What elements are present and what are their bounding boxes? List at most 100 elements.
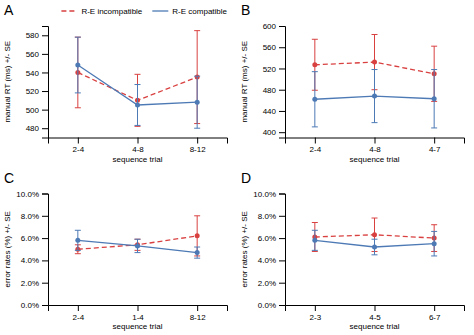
point bbox=[312, 62, 317, 67]
error-bar bbox=[75, 37, 81, 108]
y-axis-line bbox=[279, 27, 286, 139]
legend-swatch bbox=[61, 10, 77, 11]
y-axis-line bbox=[42, 27, 49, 139]
y-tick: 500 bbox=[26, 106, 48, 115]
error-bar bbox=[194, 247, 200, 258]
marks bbox=[75, 216, 200, 258]
x-tick-label: 8-12 bbox=[190, 145, 207, 154]
x-axis-line bbox=[286, 138, 465, 144]
y-tick-label: 4.0% bbox=[21, 256, 39, 265]
y-tick: 560 bbox=[263, 43, 285, 52]
y-tick: 8.0% bbox=[258, 212, 285, 221]
error-bar bbox=[135, 239, 141, 252]
x-tick-label: 2-3 bbox=[310, 313, 322, 322]
y-tick-mark bbox=[279, 90, 285, 91]
plot-area: 0.0%2.0%4.0%6.0%8.0%10.0%2-34-56-7sequen… bbox=[240, 190, 465, 331]
y-tick-label: 0.0% bbox=[21, 301, 39, 310]
point bbox=[372, 60, 377, 65]
y-axis-line bbox=[279, 194, 286, 306]
y-tick-mark bbox=[279, 260, 285, 261]
y-tick-label: 560 bbox=[26, 50, 40, 59]
error-bar bbox=[431, 231, 437, 256]
x-tick: 4-8 bbox=[369, 138, 381, 155]
x-tick: 2-4 bbox=[73, 305, 85, 322]
y-axis-title: error rates (%) +/- SE bbox=[240, 211, 249, 287]
y-tick: 0.0% bbox=[258, 301, 285, 310]
panel-label: B bbox=[241, 2, 250, 18]
y-tick-mark bbox=[279, 111, 285, 112]
x-tick-mark bbox=[138, 138, 139, 144]
y-tick-label: 580 bbox=[26, 31, 40, 40]
y-tick-mark bbox=[42, 238, 48, 239]
y-tick: 540 bbox=[26, 69, 48, 78]
y-tick: 6.0% bbox=[21, 234, 48, 243]
x-tick-mark bbox=[375, 138, 376, 144]
panel: 0.0%2.0%4.0%6.0%8.0%10.0%2-41-48-12seque… bbox=[3, 170, 228, 332]
y-tick: 4.0% bbox=[258, 256, 285, 265]
point bbox=[135, 243, 140, 248]
x-axis: 2-4 4-8 8-12 bbox=[49, 138, 228, 155]
point bbox=[372, 245, 377, 250]
x-tick-mark bbox=[315, 305, 316, 311]
error-bar bbox=[135, 74, 141, 126]
y-tick-mark bbox=[42, 305, 48, 306]
panel-label: A bbox=[4, 2, 14, 18]
x-tick: 2-4 bbox=[310, 138, 322, 155]
x-tick-label: 4-7 bbox=[429, 145, 441, 154]
y-tick-mark bbox=[42, 216, 48, 217]
legend: R-E incompatible R-E compatible bbox=[61, 7, 227, 16]
y-tick-label: 500 bbox=[26, 106, 40, 115]
marks bbox=[75, 31, 200, 129]
x-tick-label: 2-4 bbox=[310, 145, 322, 154]
y-tick-label: 480 bbox=[26, 124, 40, 133]
point bbox=[432, 96, 437, 101]
point bbox=[195, 250, 200, 255]
point bbox=[135, 102, 140, 107]
figure: 480 500 520 540 560 580 2-4 4-8 8-12 sequence tri… bbox=[0, 0, 474, 335]
legend-swatch bbox=[152, 10, 168, 11]
x-tick-mark bbox=[197, 305, 198, 311]
y-tick-label: 540 bbox=[26, 69, 40, 78]
x-tick-label: 1-4 bbox=[132, 313, 144, 322]
y-tick-label: 520 bbox=[26, 87, 40, 96]
y-tick-label: 4.0% bbox=[258, 256, 276, 265]
plot-area: 0.0%2.0%4.0%6.0%8.0%10.0%2-41-48-12seque… bbox=[3, 190, 228, 331]
y-tick: 600 bbox=[263, 22, 285, 31]
point bbox=[312, 97, 317, 102]
y-tick-label: 480 bbox=[263, 86, 277, 95]
error-bar bbox=[312, 222, 318, 251]
x-tick-label: 6-7 bbox=[429, 313, 441, 322]
x-tick: 2-4 bbox=[73, 138, 85, 155]
x-axis-line bbox=[49, 306, 228, 312]
y-axis: 480 500 520 540 560 580 bbox=[26, 27, 49, 139]
error-bar bbox=[431, 70, 437, 128]
y-tick-mark bbox=[42, 72, 48, 73]
y-tick: 2.0% bbox=[21, 279, 48, 288]
y-axis: 0.0%2.0%4.0%6.0%8.0%10.0% bbox=[253, 190, 285, 311]
point bbox=[195, 100, 200, 105]
x-tick-label: 4-8 bbox=[132, 145, 144, 154]
y-tick-mark bbox=[42, 35, 48, 36]
y-tick: 8.0% bbox=[21, 212, 48, 221]
y-tick: 580 bbox=[26, 31, 48, 40]
x-tick: 2-3 bbox=[310, 305, 322, 322]
x-tick: 6-7 bbox=[429, 305, 441, 322]
x-tick-mark bbox=[315, 138, 316, 144]
plot-area: 4805005205405605802-44-88-12sequence tri… bbox=[3, 27, 228, 164]
y-tick-mark bbox=[42, 91, 48, 92]
panel: 4004404805205606002-44-84-7sequence tria… bbox=[240, 2, 465, 164]
y-axis-title: error rates (%) +/- SE bbox=[3, 211, 12, 287]
y-tick-mark bbox=[42, 260, 48, 261]
legend-label: R-E compatible bbox=[172, 7, 227, 16]
error-bar bbox=[194, 76, 200, 128]
error-bar bbox=[312, 72, 318, 127]
error-bar bbox=[372, 239, 378, 255]
x-axis: 2-4 4-8 4-7 bbox=[286, 138, 465, 155]
y-tick-label: 440 bbox=[263, 107, 277, 116]
x-axis-title: sequence trial bbox=[350, 155, 400, 164]
legend-item: R-E incompatible bbox=[61, 7, 142, 16]
x-tick-label: 2-4 bbox=[73, 313, 85, 322]
y-tick-mark bbox=[279, 194, 285, 195]
y-axis-title: manual RT (ms) +/- SE bbox=[240, 41, 249, 123]
plot-area: 4004404805205606002-44-84-7sequence tria… bbox=[240, 22, 465, 163]
